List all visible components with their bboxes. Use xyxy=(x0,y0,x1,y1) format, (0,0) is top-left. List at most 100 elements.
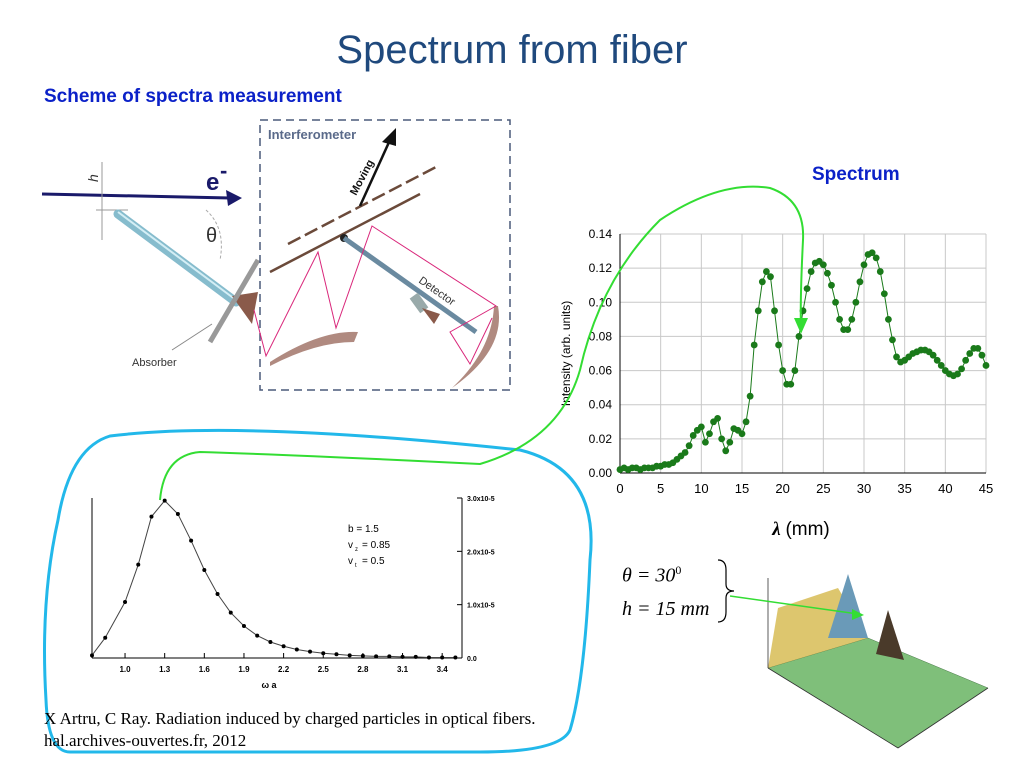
spectrum-x-tick-label: 45 xyxy=(979,481,993,496)
inset-point xyxy=(123,600,128,604)
page-title: Spectrum from fiber xyxy=(336,28,688,72)
inset-point xyxy=(175,512,180,516)
spectrum-point xyxy=(982,362,990,369)
spectrum-point xyxy=(958,365,965,373)
absorber-pointer xyxy=(171,323,213,351)
spectrum-x-tick-label: 25 xyxy=(816,481,830,496)
spectrum-point xyxy=(893,353,900,361)
inset-x-axis-label: ω a xyxy=(261,680,277,690)
spectrum-point xyxy=(828,281,835,289)
spectrum-point xyxy=(852,298,860,306)
cyan-outline xyxy=(43,428,593,754)
inset-annotation-b: b = 1.5 xyxy=(348,524,379,535)
inset-series-line xyxy=(91,499,456,658)
inset-point xyxy=(413,654,418,659)
spectrum-y-tick-label: 0.02 xyxy=(589,432,613,446)
fiber-end-cone xyxy=(232,292,258,324)
spectrum-point xyxy=(754,307,762,315)
spectrum-point xyxy=(689,432,697,439)
spectrum-y-tick-label: 0.06 xyxy=(589,364,613,378)
inset-point xyxy=(255,633,260,638)
spectrum-point xyxy=(763,268,770,275)
moving-mirror xyxy=(269,192,421,274)
inset-annotation-vt: v xyxy=(348,556,353,567)
green-pointer-line xyxy=(729,595,859,615)
inset-point xyxy=(268,640,273,644)
spectrum-point xyxy=(933,356,941,364)
spectrum-point xyxy=(771,307,778,315)
moving-arrowhead xyxy=(382,128,396,146)
spectrum-point xyxy=(738,430,746,438)
spectrum-point xyxy=(836,315,843,323)
detector-cone xyxy=(422,308,440,324)
spectrum-point xyxy=(681,449,689,456)
spectrum-point xyxy=(856,278,864,286)
spectrum-y-tick-label: 0.14 xyxy=(589,227,613,241)
electron-label: e xyxy=(206,169,219,196)
spectrum-point xyxy=(775,341,782,349)
spectrum-point xyxy=(962,356,970,364)
inset-annotation-vt-sub: t xyxy=(355,563,357,569)
theta-parameter-text: θ = 30 xyxy=(622,564,676,587)
spectrum-y-axis-label: Intensity (arb. units) xyxy=(559,301,573,406)
inset-point xyxy=(387,654,392,659)
parameter-brace xyxy=(717,559,735,623)
spectrum-point xyxy=(885,315,892,323)
inset-point xyxy=(136,562,141,567)
spectrum-x-tick-label: 0 xyxy=(616,481,623,496)
spectrum-x-tick-label: 30 xyxy=(857,481,871,496)
inset-point xyxy=(149,514,154,519)
inset-point xyxy=(228,610,233,615)
surface-plot-3d xyxy=(767,574,989,749)
surface-peak-right xyxy=(876,610,904,660)
absorber-label: Absorber xyxy=(132,357,177,369)
inset-x-tick-label: 1.6 xyxy=(199,665,211,674)
electron-sup: - xyxy=(220,158,227,183)
interferometer-box xyxy=(259,119,511,391)
measurement-scheme-diagram: e - h θ Absorber Interferometer Moving D… xyxy=(41,119,511,391)
inset-line xyxy=(91,499,456,658)
inset-annotation-vt-val: = 0.5 xyxy=(362,556,385,567)
inset-x-tick-label: 1.3 xyxy=(159,665,171,674)
spectrum-y-tick-label: 0.10 xyxy=(589,295,613,309)
inset-axes xyxy=(91,497,463,659)
spectrum-point xyxy=(819,261,827,269)
spectrum-point xyxy=(954,370,961,378)
spectrum-y-tick-label: 0.04 xyxy=(589,398,613,412)
spectrum-point xyxy=(974,344,982,352)
inset-annotation-vz: v xyxy=(348,540,353,551)
spectrum-series-points xyxy=(616,249,990,473)
inset-point xyxy=(281,644,286,649)
spectrum-point xyxy=(860,261,868,269)
green-connector-arrowhead xyxy=(794,318,808,334)
inset-series-points xyxy=(90,498,458,660)
inset-point xyxy=(308,649,313,654)
surface-x-axis xyxy=(767,667,899,749)
spectrum-point xyxy=(779,367,787,374)
interferometer-label: Interferometer xyxy=(268,127,356,142)
spectrum-point xyxy=(791,367,799,374)
inset-point xyxy=(440,655,445,660)
spectrum-point xyxy=(868,249,876,257)
inset-y-tick-label: 3.0x10-5 xyxy=(467,496,495,503)
inset-y-tick-label: 2.0x10-5 xyxy=(467,549,495,556)
spectrum-point xyxy=(718,435,726,443)
spectrum-point xyxy=(966,350,974,357)
scheme-heading: Scheme of spectra measurement xyxy=(44,86,342,107)
spectrum-point xyxy=(978,351,986,359)
h-label: h xyxy=(85,174,101,182)
spectrum-heading: Spectrum xyxy=(812,164,900,185)
spectrum-point xyxy=(697,423,705,431)
citation-caption: X Artru, C Ray. Radiation induced by cha… xyxy=(44,709,536,750)
inset-x-tick-label: 2.8 xyxy=(357,665,369,674)
spectrum-point xyxy=(803,285,811,293)
spectrum-point xyxy=(702,438,709,446)
spectrum-tick-labels: 0 5 10 15 20 25 30 35 40 45 0.00 0.02 0.04 0.06 0.08 0.… xyxy=(589,227,994,496)
spectrum-y-tick-label: 0.08 xyxy=(589,329,613,343)
spectrum-axes xyxy=(619,234,986,474)
spectrum-point xyxy=(807,268,815,275)
interferometer-rays xyxy=(253,225,497,366)
spectrum-point xyxy=(937,362,945,369)
spectrum-point xyxy=(876,268,884,275)
spectrum-point xyxy=(880,290,888,298)
